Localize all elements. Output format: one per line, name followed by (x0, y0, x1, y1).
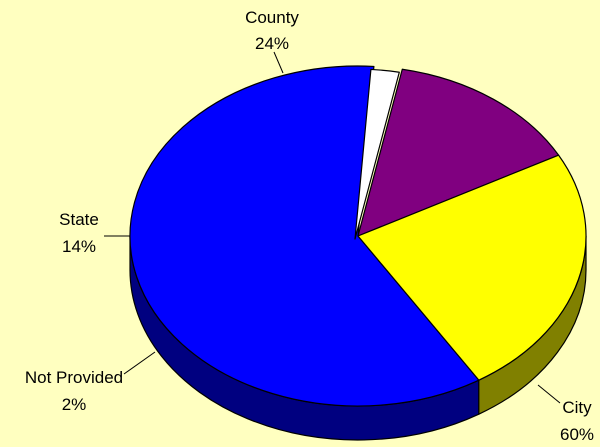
slice-label-percent-city: 60% (560, 425, 594, 444)
leader-lines-layer (104, 51, 561, 404)
leader-line-county (273, 51, 284, 74)
pie-slice-state (357, 68, 560, 237)
leader-line-not-provided (123, 351, 156, 375)
slice-label-percent-not-provided: 2% (62, 395, 87, 414)
pie-slice-county (357, 154, 587, 381)
slice-label-name-not-provided: Not Provided (25, 368, 123, 387)
pie-slice-not-provided (354, 68, 400, 240)
pie-slices-layer (129, 65, 587, 407)
leader-line-city (537, 384, 561, 404)
slice-label-percent-state: 14% (62, 237, 96, 256)
pie-slice-city (129, 65, 480, 407)
slice-label-name-county: County (245, 8, 299, 27)
slice-label-percent-county: 24% (255, 34, 289, 53)
slice-label-name-state: State (59, 210, 99, 229)
slice-label-name-city: City (562, 398, 592, 417)
